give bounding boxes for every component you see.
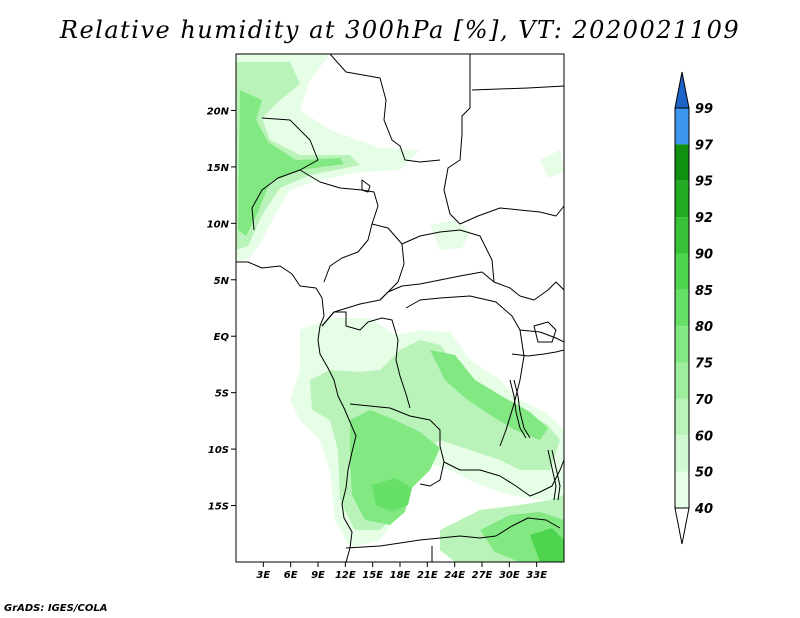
border-namibia (345, 535, 497, 549)
lat-tick-label: 10N (207, 219, 230, 230)
border-congo (321, 311, 411, 409)
colorbar-band (675, 435, 689, 472)
lat-tick-label: EQ (214, 332, 230, 343)
colorbar-frame (674, 107, 690, 509)
border-sudan (459, 205, 564, 225)
colorbar-label: 70 (695, 393, 713, 408)
lat-tick-label: 5S (215, 389, 229, 400)
border-north-1 (329, 54, 441, 163)
lake-tanganyika (509, 379, 531, 439)
humidity-region-northwest-mid (236, 62, 360, 250)
border-drc (405, 295, 525, 447)
country-borders (236, 54, 564, 562)
border-car (401, 229, 495, 283)
colorbar-band (675, 108, 689, 145)
lon-tick-label: 3E (256, 570, 270, 581)
coastline-west (236, 261, 357, 562)
humidity-region-east-band (430, 350, 548, 440)
colorbar-label: 85 (695, 284, 713, 299)
border-sahel-2 (299, 169, 379, 283)
colorbar-label: 99 (695, 102, 713, 117)
border-north-2 (443, 54, 471, 225)
footer-credit: GrADS: IGES/COLA (4, 603, 108, 614)
colorbar-label: 95 (695, 175, 713, 190)
chart-title: Relative humidity at 300hPa [%], VT: 202… (59, 16, 741, 44)
humidity-field (236, 54, 564, 562)
colorbar-label: 60 (695, 429, 713, 444)
lon-tick-label: 15E (362, 570, 383, 581)
lon-tick-label: 21E (417, 570, 438, 581)
lat-tick-label: 15N (207, 163, 230, 174)
lake-malawi (547, 449, 561, 501)
colorbar-band (675, 144, 689, 181)
lake-chad (361, 179, 371, 193)
colorbar-band (675, 471, 689, 508)
border-angola (349, 403, 445, 487)
lon-tick-label: 33E (526, 570, 547, 581)
border-zambia (443, 459, 564, 497)
colorbar-band (675, 398, 689, 436)
border-zimbabwe (495, 517, 561, 537)
lat-tick-label: 20N (207, 106, 230, 117)
border-nigeria (321, 223, 405, 327)
lon-tick-label: 9E (311, 570, 325, 581)
colorbar-band (675, 217, 689, 254)
colorbar-label: 90 (695, 247, 713, 262)
colorbar-label: 80 (695, 320, 713, 335)
lon-tick-label: 30E (499, 570, 520, 581)
lon-tick-label: 24E (444, 570, 465, 581)
border-north-3 (471, 85, 564, 91)
border-tanzania (519, 329, 564, 343)
lon-tick-label: 6E (284, 570, 298, 581)
colorbar-top-arrow (674, 71, 690, 109)
border-south-sudan (519, 281, 564, 301)
colorbar-label: 50 (695, 466, 713, 481)
colorbar-label: 75 (695, 357, 713, 372)
lon-tick-label: 12E (335, 570, 356, 581)
humidity-region-central-high (350, 410, 440, 525)
colorbar-band (675, 362, 689, 399)
humidity-region-southeast-peak (530, 528, 564, 562)
colorbar: 40 50 60 70 75 80 85 90 92 95 97 99 (674, 71, 714, 545)
humidity-region-central-peak (372, 478, 412, 512)
colorbar-label: 92 (695, 211, 713, 226)
longitude-ticks: 3E 6E 9E 12E 15E 18E 21E 24E 27E 30E 33E (256, 562, 547, 581)
border-cameroon (379, 271, 521, 301)
humidity-region-northwest-high (238, 90, 344, 236)
colorbar-band (675, 180, 689, 218)
colorbar-band (675, 289, 689, 327)
humidity-patch-northeast (540, 150, 564, 178)
lon-tick-label: 18E (390, 570, 411, 581)
lon-tick-label: 27E (472, 570, 493, 581)
latitude-ticks: 20N 15N 10N 5N EQ 5S 10S 15S (207, 106, 236, 513)
lake-victoria (533, 321, 557, 343)
lat-tick-label: 5N (214, 276, 230, 287)
colorbar-label: 40 (694, 502, 713, 517)
colorbar-label: 97 (695, 138, 714, 153)
lat-tick-label: 10S (208, 445, 229, 456)
colorbar-band (675, 253, 689, 290)
lat-tick-label: 15S (208, 502, 229, 513)
colorbar-band (675, 326, 689, 363)
humidity-patch-east (430, 220, 470, 250)
colorbar-bottom-arrow (674, 507, 690, 545)
border-east (511, 349, 564, 357)
